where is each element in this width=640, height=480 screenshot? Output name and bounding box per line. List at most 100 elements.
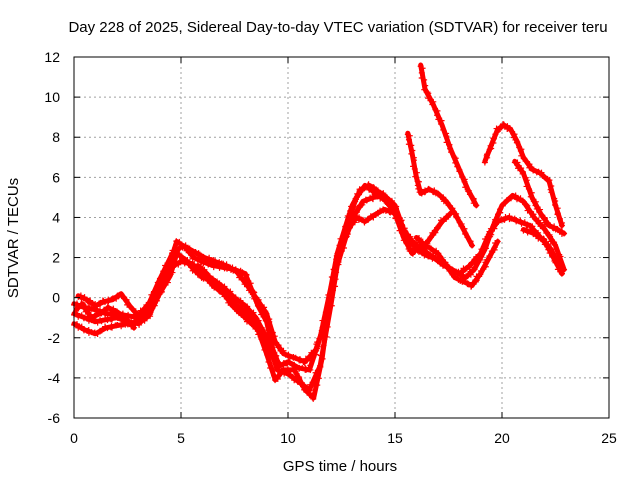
data-point-marker: [314, 382, 321, 389]
data-point-marker: [243, 318, 250, 325]
data-point-marker: [548, 189, 555, 196]
data-point-marker: [548, 182, 555, 189]
data-point-marker: [123, 297, 130, 304]
data-point-marker: [554, 211, 561, 218]
data-point-marker: [525, 186, 532, 193]
data-point-marker: [335, 253, 342, 260]
data-point-marker: [361, 219, 368, 226]
data-point-marker: [356, 215, 363, 222]
data-point-marker: [91, 330, 98, 337]
data-point-marker: [487, 142, 494, 149]
data-point-marker: [355, 191, 362, 198]
data-point-marker: [176, 259, 183, 266]
data-point-marker: [498, 124, 505, 131]
data-point-marker: [476, 251, 483, 258]
data-point-marker: [443, 214, 450, 221]
data-point-marker: [113, 295, 120, 302]
series-trace-5: [417, 62, 480, 209]
data-point-marker: [148, 297, 155, 304]
data-point-marker: [406, 132, 413, 139]
data-point-marker: [263, 310, 270, 317]
data-point-marker: [468, 283, 475, 290]
data-point-marker: [554, 205, 561, 212]
data-point-marker: [493, 125, 500, 132]
data-point-marker: [430, 98, 437, 105]
data-point-marker: [488, 145, 495, 152]
data-point-marker: [316, 335, 323, 342]
series-trace-7: [481, 120, 566, 229]
data-point-marker: [228, 302, 235, 309]
data-point-marker: [290, 365, 297, 372]
data-point-marker: [189, 249, 196, 256]
data-point-marker: [443, 133, 450, 140]
data-point-marker: [549, 253, 556, 260]
data-point-marker: [94, 330, 101, 337]
y-tick-label: 8: [52, 129, 60, 145]
data-point-marker: [462, 273, 469, 280]
data-point-marker: [411, 249, 418, 256]
data-point-marker: [270, 354, 277, 361]
data-point-marker: [440, 198, 447, 205]
data-point-marker: [526, 164, 533, 171]
data-point-marker: [114, 321, 121, 328]
data-point-marker: [524, 229, 531, 236]
data-point-marker: [310, 395, 317, 402]
chart-title: Day 228 of 2025, Sidereal Day-to-day VTE…: [68, 19, 607, 36]
data-point-marker: [415, 178, 422, 185]
y-tick-label: -2: [48, 330, 61, 346]
data-point-marker: [346, 211, 353, 218]
data-point-marker: [486, 252, 493, 259]
x-tick-label: 15: [387, 430, 403, 446]
data-point-marker: [113, 314, 120, 321]
data-point-marker: [413, 169, 420, 176]
data-point-marker: [540, 225, 547, 232]
x-axis-label: GPS time / hours: [283, 458, 397, 475]
data-point-marker: [210, 264, 217, 271]
data-point-marker: [311, 387, 318, 394]
data-point-marker: [557, 253, 564, 260]
y-tick-label: 0: [52, 290, 60, 306]
data-point-marker: [324, 314, 331, 321]
data-point-marker: [488, 248, 495, 255]
data-point-marker: [150, 288, 157, 295]
data-point-marker: [302, 365, 309, 372]
data-point-marker: [266, 325, 273, 332]
data-point-marker: [501, 200, 508, 207]
data-point-marker: [415, 244, 422, 251]
data-point-marker: [143, 301, 150, 308]
data-point-marker: [97, 300, 104, 307]
data-point-marker: [292, 354, 299, 361]
data-point-marker: [452, 159, 459, 166]
data-point-marker: [558, 270, 565, 277]
grid-lines: [74, 57, 609, 418]
data-point-marker: [168, 250, 175, 257]
data-point-marker: [227, 288, 234, 295]
data-point-marker: [540, 237, 547, 244]
data-point-marker: [128, 305, 135, 312]
y-tick-label: -4: [48, 370, 61, 386]
data-point-marker: [519, 170, 526, 177]
data-point-marker: [331, 266, 338, 273]
data-point-marker: [85, 329, 92, 336]
data-point-marker: [265, 358, 272, 365]
data-point-marker: [272, 377, 279, 384]
data-point-marker: [427, 245, 434, 252]
data-point-marker: [217, 288, 224, 295]
data-point-marker: [495, 218, 502, 225]
data-point-marker: [109, 324, 116, 331]
data-point-marker: [447, 210, 454, 217]
data-point-marker: [91, 318, 98, 325]
data-point-marker: [266, 318, 273, 325]
data-point-marker: [419, 65, 426, 72]
data-point-marker: [547, 233, 554, 240]
x-ticks: 0 5 10 15 20 25: [70, 57, 617, 446]
data-point-marker: [412, 173, 419, 180]
data-point-marker: [309, 394, 316, 401]
data-point-marker: [545, 246, 552, 253]
data-point-marker: [518, 165, 525, 172]
data-point-marker: [484, 234, 491, 241]
data-point-marker: [148, 291, 155, 298]
x-tick-label: 10: [280, 430, 296, 446]
